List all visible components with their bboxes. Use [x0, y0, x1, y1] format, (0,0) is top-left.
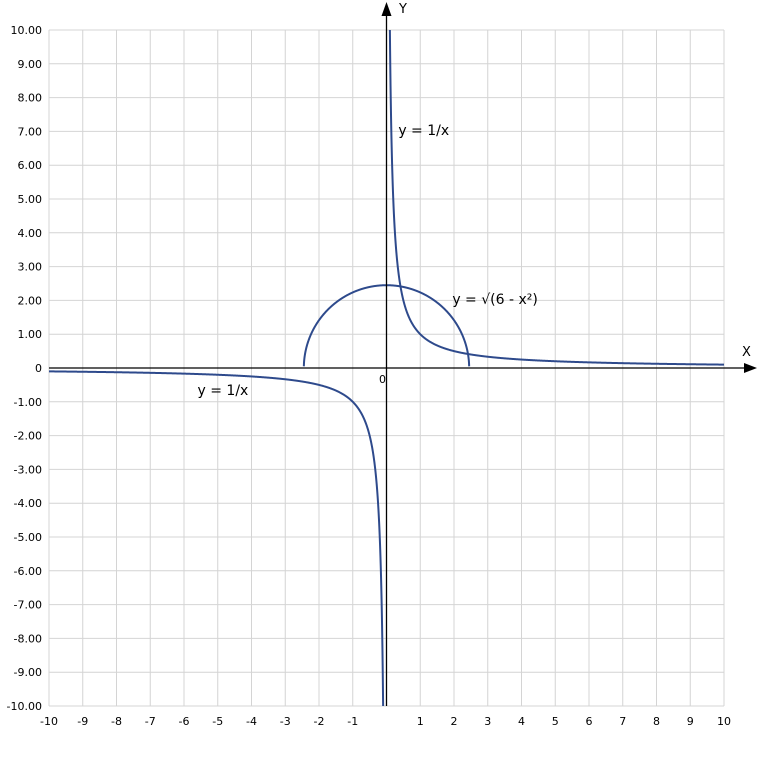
y-tick-label: -4.00 [14, 497, 42, 510]
x-tick-label: -4 [246, 715, 257, 728]
x-tick-label: 2 [451, 715, 458, 728]
x-axis-arrowhead [744, 363, 757, 373]
curve-label: y = 1/x [198, 383, 249, 399]
x-tick-label: -8 [111, 715, 122, 728]
y-tick-label: 4.00 [18, 227, 43, 240]
x-tick-label: 10 [717, 715, 731, 728]
y-tick-label: 2.00 [18, 294, 43, 307]
y-tick-label: 6.00 [18, 159, 43, 172]
x-tick-label: 9 [687, 715, 694, 728]
curve-label: y = 1/x [398, 123, 449, 139]
x-tick-label: -5 [212, 715, 223, 728]
y-tick-label: -2.00 [14, 430, 42, 443]
tick-labels: -10 -9 -8 -7 -6 -5 -4 -3 -2 -1 1 2 3 4 5 6 7 8 9 10 10.00 9.0… [7, 24, 731, 728]
y-tick-label: 0 [35, 362, 42, 375]
x-tick-label: -7 [145, 715, 156, 728]
y-tick-label: -8.00 [14, 632, 42, 645]
curve-line [49, 370, 385, 707]
y-axis-arrowhead [381, 2, 392, 16]
curve-label: y = √(6 - x²) [452, 292, 538, 308]
x-tick-label: 3 [484, 715, 491, 728]
curve-line [388, 29, 724, 366]
y-tick-label: 5.00 [18, 193, 43, 206]
x-tick-label: -2 [314, 715, 325, 728]
x-axis-label: X [742, 345, 751, 360]
y-tick-label: 10.00 [11, 24, 43, 37]
x-tick-label: 4 [518, 715, 525, 728]
x-tick-label: 5 [552, 715, 559, 728]
y-tick-label: 7.00 [18, 125, 43, 138]
x-tick-label: 8 [653, 715, 660, 728]
curve-labels: y = 1/x y = √(6 - x²) y = 1/x [198, 123, 538, 399]
y-tick-label: -10.00 [7, 700, 42, 713]
x-tick-label: 1 [417, 715, 424, 728]
x-tick-label: -10 [40, 715, 58, 728]
y-tick-label: -1.00 [14, 396, 42, 409]
origin-label: 0 [379, 373, 386, 386]
y-tick-label: 1.00 [18, 328, 43, 341]
x-tick-label: 7 [619, 715, 626, 728]
y-tick-label: -6.00 [14, 565, 42, 578]
x-tick-label: 6 [586, 715, 593, 728]
y-tick-label: -9.00 [14, 666, 42, 679]
x-tick-label: -1 [347, 715, 358, 728]
axes: X Y 0 [49, 2, 757, 706]
y-axis-label: Y [398, 2, 407, 17]
y-tick-label: -7.00 [14, 599, 42, 612]
y-tick-label: -3.00 [14, 463, 42, 476]
y-tick-label: 3.00 [18, 261, 43, 274]
x-tick-label: -3 [280, 715, 291, 728]
x-tick-label: -9 [77, 715, 88, 728]
x-tick-label: -6 [179, 715, 190, 728]
y-tick-label: 8.00 [18, 92, 43, 105]
y-tick-label: -5.00 [14, 531, 42, 544]
y-tick-label: 9.00 [18, 58, 43, 71]
